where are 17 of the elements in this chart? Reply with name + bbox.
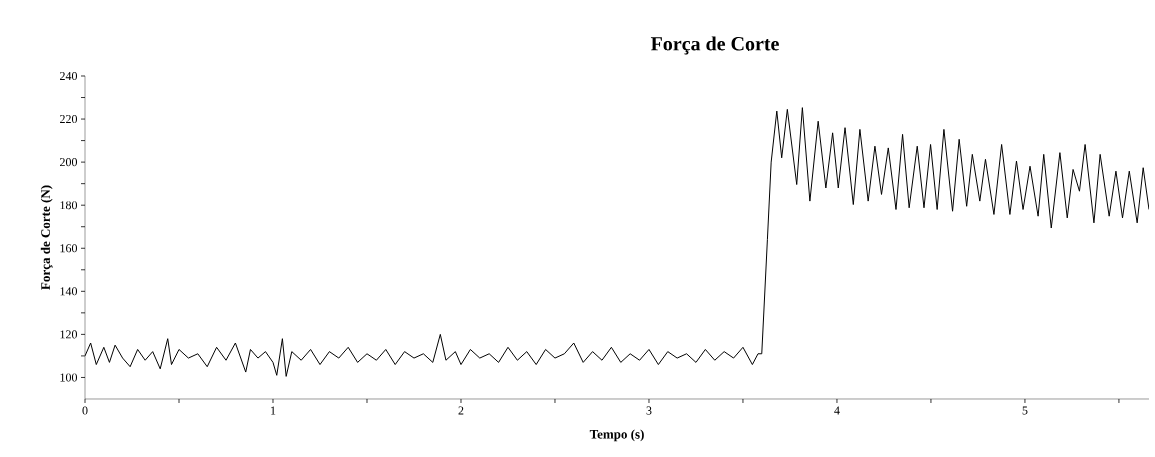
x-tick-label: 4 [834,406,840,415]
x-axis-title: Tempo (s) [589,429,644,442]
y-tick-label: 120 [60,330,78,339]
y-tick-label: 200 [60,158,78,167]
x-tick-label: 0 [82,406,88,415]
y-tick-label: 100 [60,373,78,382]
x-tick-label: 1 [271,406,276,415]
y-tick-label: 240 [60,71,78,81]
x-tick-label: 3 [646,406,652,415]
x-tick-label: 2 [458,406,464,415]
x-tick-label: 5 [1022,406,1028,415]
y-tick-label: 140 [60,287,78,296]
chart-title: Força de Corte [650,36,779,55]
y-tick-label: 160 [60,244,78,253]
y-axis-title: Força de Corte (N) [40,185,53,290]
y-tick-label: 180 [60,201,78,210]
y-tick-label: 220 [60,115,78,124]
